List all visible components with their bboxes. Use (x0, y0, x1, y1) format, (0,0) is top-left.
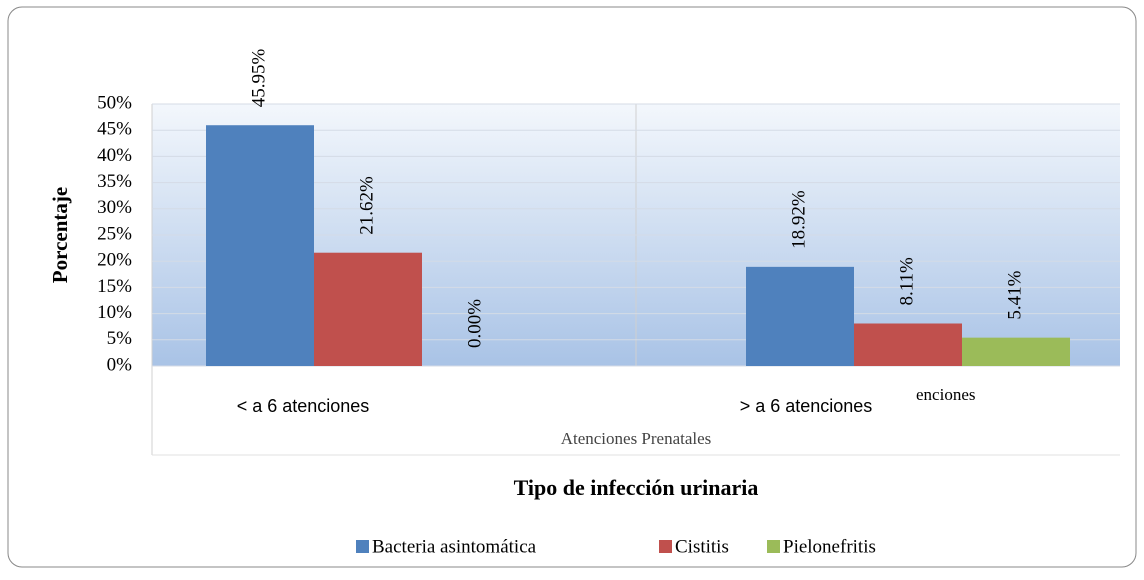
x-axis-label: Tipo de infección urinaria (514, 475, 759, 500)
bar (206, 125, 314, 366)
y-tick-label: 5% (107, 328, 133, 349)
legend-swatch (767, 540, 780, 553)
data-label: 21.62% (356, 176, 377, 235)
x-tick-label: > a 6 atenciones (740, 396, 873, 416)
data-label: 0.00% (464, 299, 485, 348)
y-tick-label: 50% (97, 92, 132, 113)
bar (854, 323, 962, 366)
bar (746, 266, 854, 366)
data-label: 18.92% (788, 190, 809, 249)
legend: Bacteria asintomática Cistitis Pielonefrit… (356, 536, 876, 557)
y-axis-label: Porcentaje (48, 187, 72, 283)
y-tick-label: 10% (97, 302, 132, 323)
y-tick-label: 40% (97, 145, 132, 166)
annotation: enciones (916, 385, 975, 404)
data-label: 8.11% (896, 257, 917, 306)
legend-swatch (356, 540, 369, 553)
y-tick-label: 35% (97, 171, 132, 192)
legend-label: Bacteria asintomática (372, 536, 537, 557)
data-label: 45.95% (248, 48, 269, 107)
y-tick-label: 30% (97, 197, 132, 218)
y-tick-label: 20% (97, 250, 132, 271)
y-tick-label: 0% (107, 354, 133, 375)
bar (962, 337, 1070, 366)
bar (314, 252, 422, 366)
data-label: 5.41% (1004, 270, 1025, 319)
y-tick-label: 45% (97, 119, 132, 140)
legend-label: Pielonefritis (783, 536, 876, 557)
y-tick-label: 15% (97, 276, 132, 297)
y-tick-label: 25% (97, 223, 132, 244)
legend-swatch (659, 540, 672, 553)
legend-label: Cistitis (675, 536, 729, 557)
x-tick-label: < a 6 atenciones (237, 396, 370, 416)
x-sublabel: Atenciones Prenatales (561, 429, 712, 448)
